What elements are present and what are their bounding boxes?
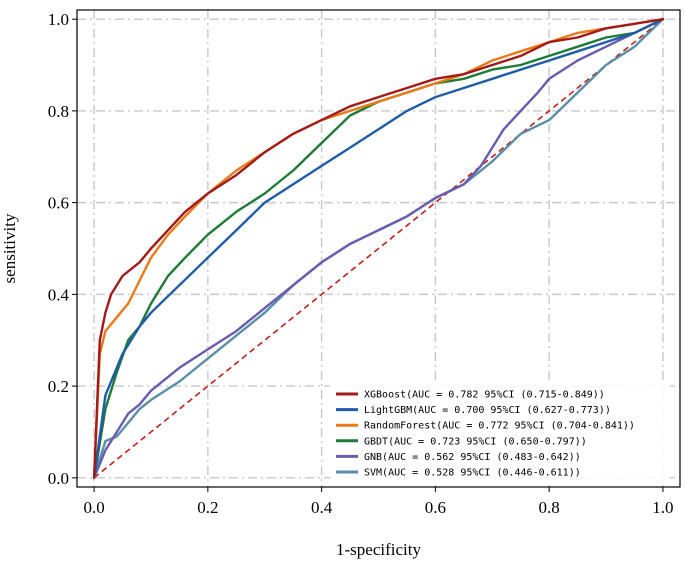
series-line-lightgbm <box>92 18 665 479</box>
legend-label-randomforest: RandomForest(AUC = 0.772 95%CI (0.704-0.… <box>364 421 635 432</box>
reference-line <box>93 18 664 479</box>
x-axis-label: 1-specificity <box>336 540 421 559</box>
x-axis-ticks: 0.0 0.2 0.4 0.6 0.8 1.0 <box>83 487 674 517</box>
y-tick-label: 1.0 <box>48 10 69 29</box>
series-line-xgboost <box>92 18 665 479</box>
y-tick-label: 0.8 <box>48 102 69 121</box>
series-line-gnb <box>92 18 665 479</box>
x-tick-label: 0.2 <box>197 498 218 517</box>
legend-label-gnb: GNB(AUC = 0.562 95%CI (0.483-0.642)) <box>364 452 581 463</box>
x-tick-label: 0.8 <box>539 498 560 517</box>
x-tick-label: 0.4 <box>311 498 333 517</box>
x-tick-label: 1.0 <box>652 498 673 517</box>
x-tick-label: 0.0 <box>83 498 104 517</box>
y-axis-label: sensitivity <box>0 213 19 283</box>
legend: XGBoost(AUC = 0.782 95%CI (0.715-0.849))… <box>330 384 670 484</box>
y-tick-label: 0.2 <box>48 377 69 396</box>
reference-diagonal <box>93 18 664 479</box>
x-tick-label: 0.6 <box>425 498 446 517</box>
plot-frame <box>76 9 681 488</box>
y-tick-label: 0.6 <box>48 194 69 213</box>
y-axis-ticks: 0.0 0.2 0.4 0.6 0.8 1.0 <box>48 10 77 488</box>
roc-series <box>92 18 665 479</box>
y-tick-label: 0.0 <box>48 469 69 488</box>
legend-label-svm: SVM(AUC = 0.528 95%CI (0.446-0.611)) <box>364 468 581 479</box>
legend-label-xgboost: XGBoost(AUC = 0.782 95%CI (0.715-0.849)) <box>364 390 605 401</box>
legend-box <box>330 384 670 484</box>
y-tick-label: 0.4 <box>48 285 70 304</box>
legend-label-gbdt: GBDT(AUC = 0.723 95%CI (0.650-0.797)) <box>364 436 587 447</box>
legend-label-lightgbm: LightGBM(AUC = 0.700 95%CI (0.627-0.773)… <box>364 405 611 416</box>
